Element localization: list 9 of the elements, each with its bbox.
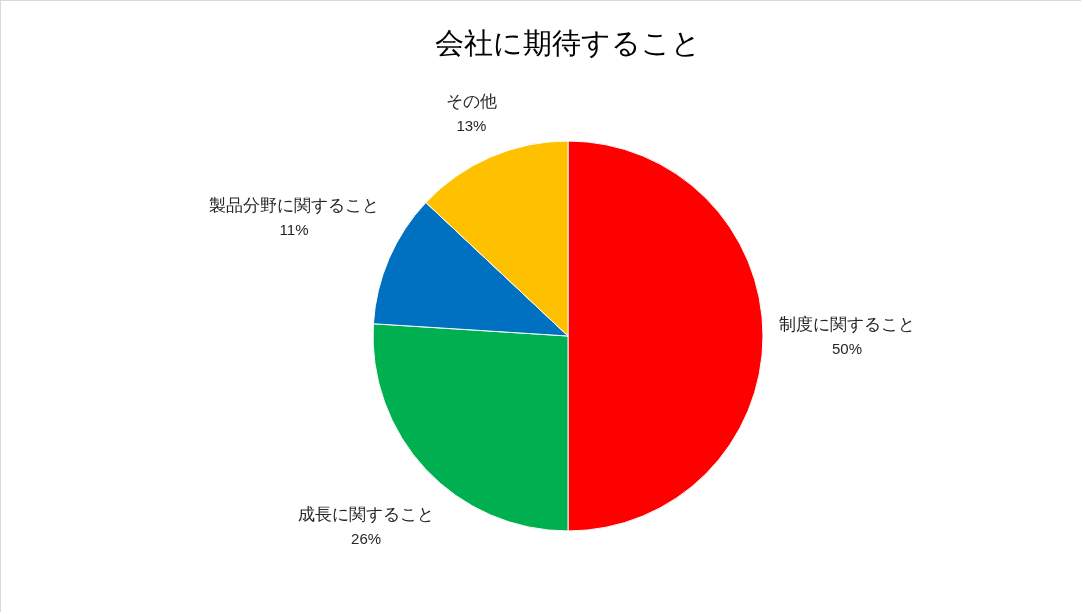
data-label: 13% (456, 116, 487, 134)
data-label: 26% (351, 529, 382, 547)
slice-label: 制度に関すること (779, 315, 915, 334)
slice-label: その他 (445, 91, 497, 111)
data-label: 50% (831, 340, 863, 357)
data-label: 11% (279, 221, 309, 239)
chart-title: 会社に期待すること (435, 27, 701, 59)
slice-label: 製品分野に関すること (209, 196, 380, 216)
slice-label: 成長に関すること (298, 504, 435, 524)
